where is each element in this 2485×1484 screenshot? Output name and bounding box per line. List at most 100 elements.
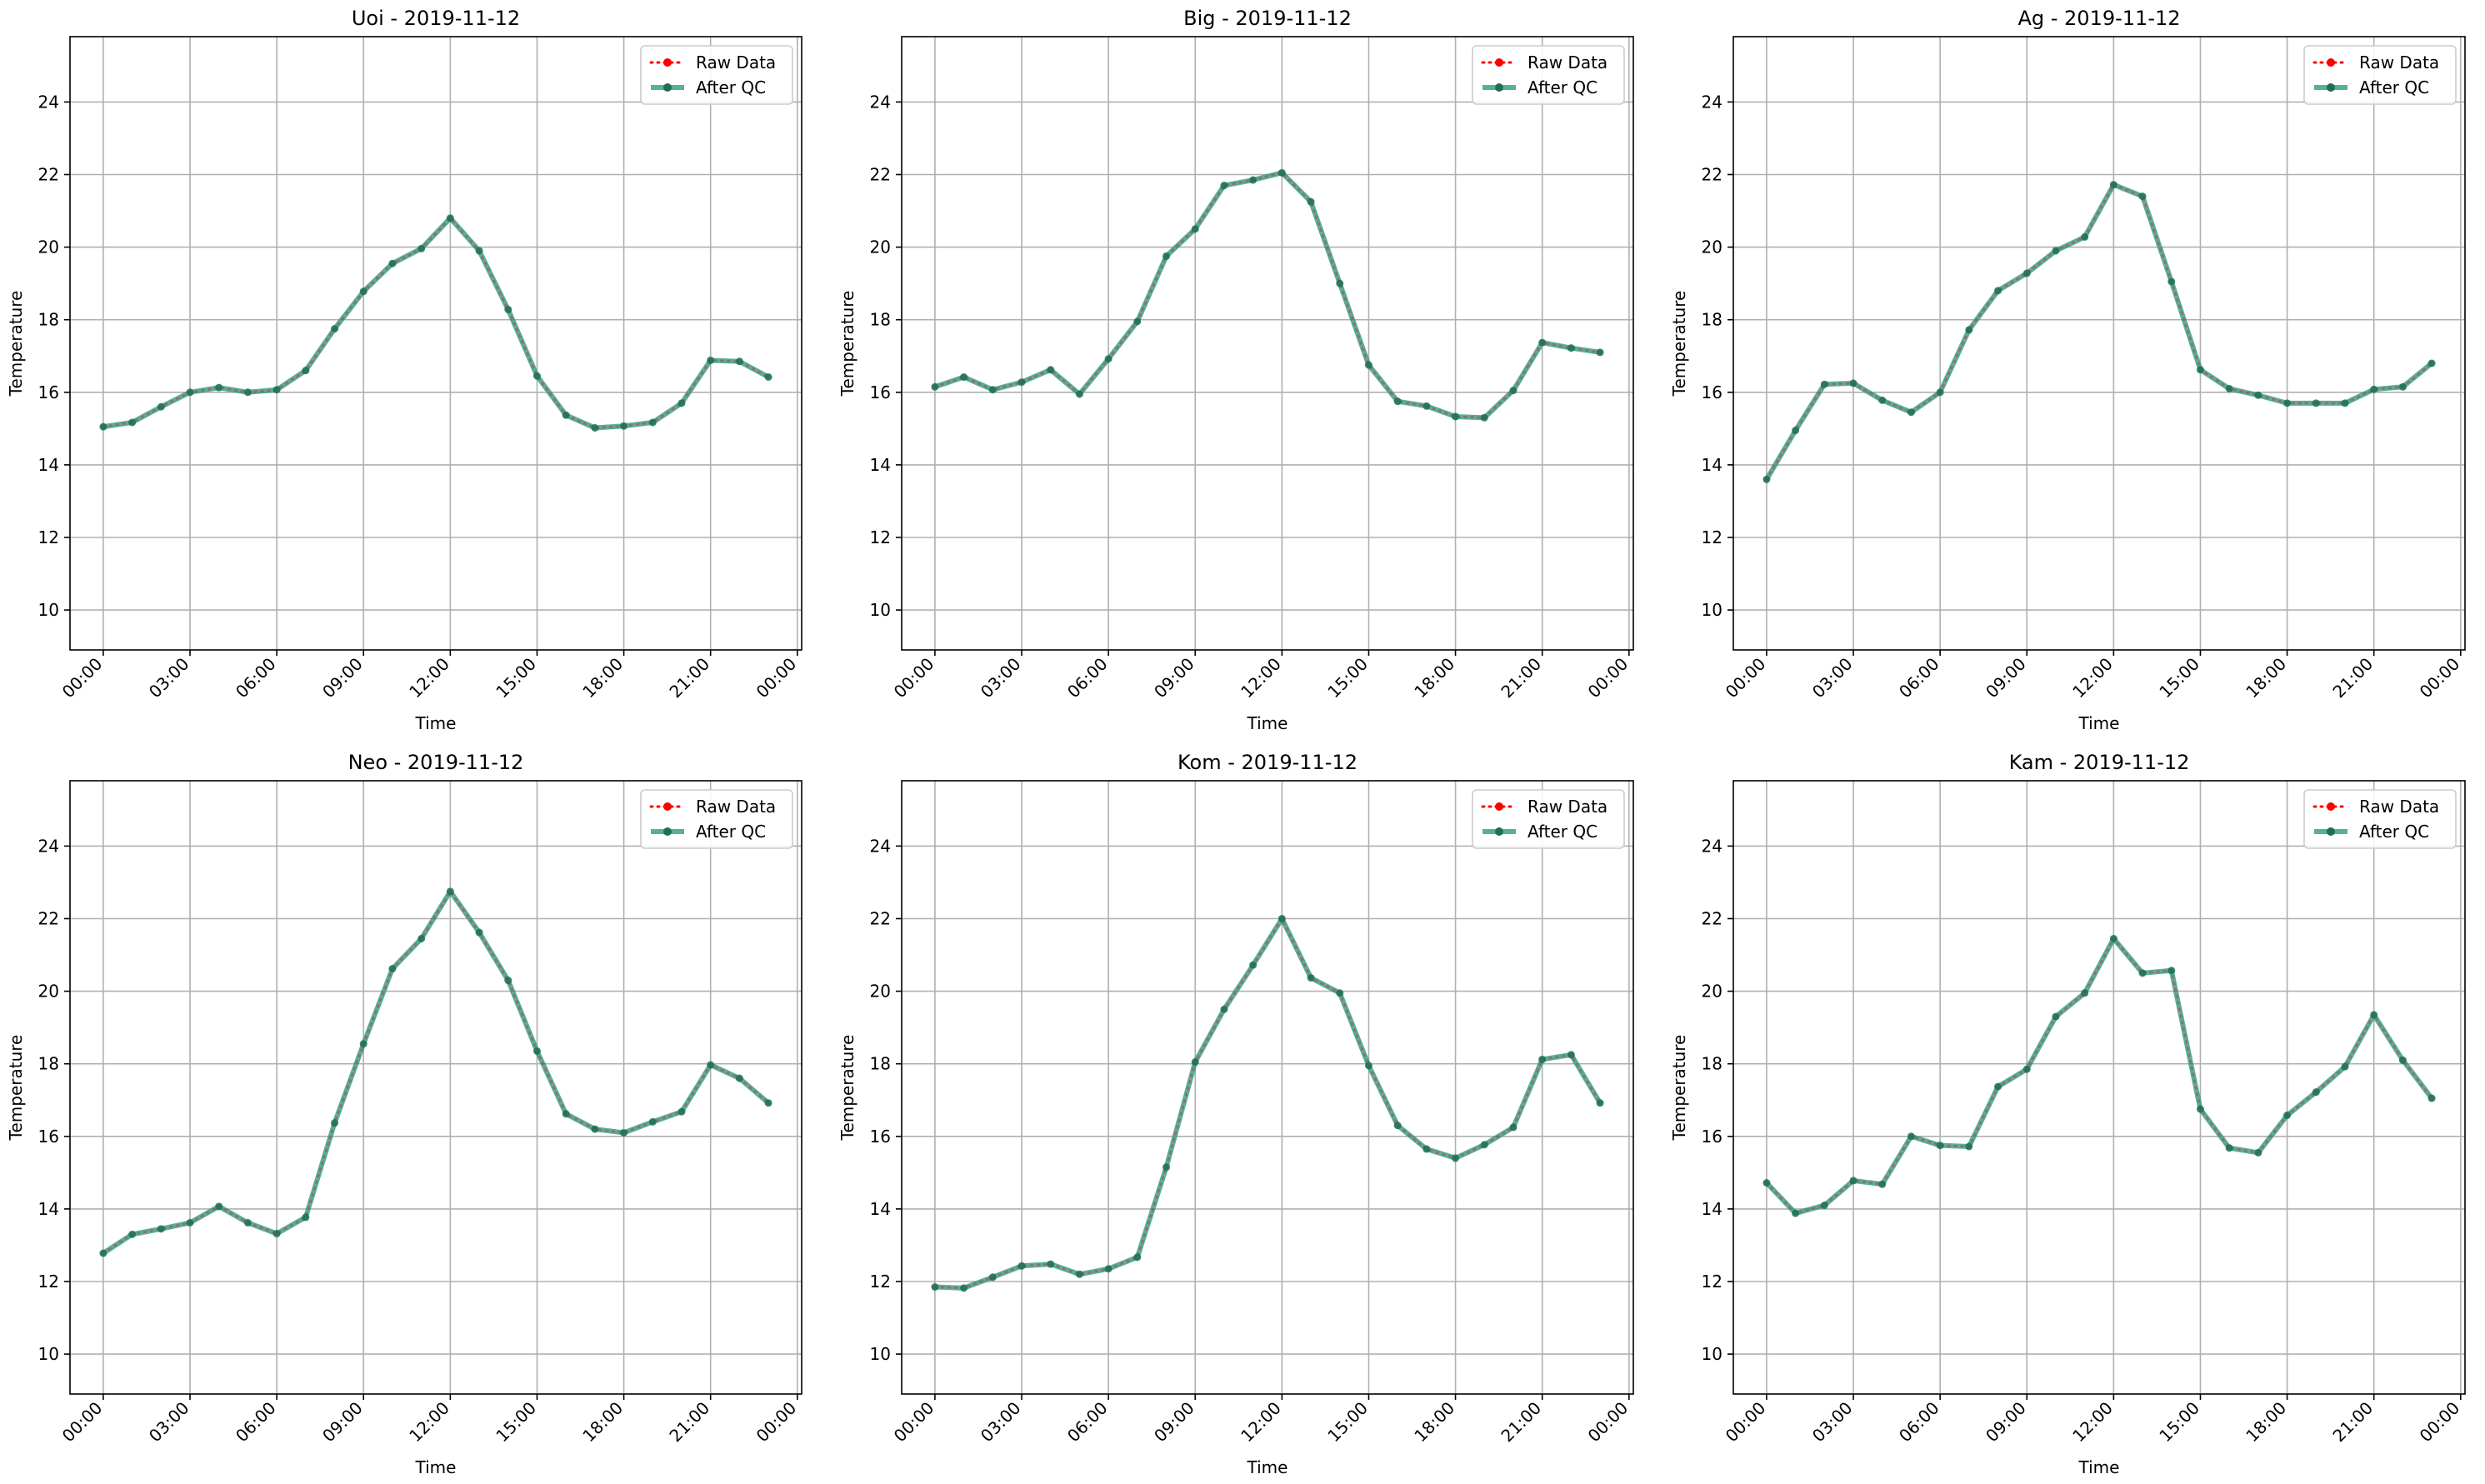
x-tick-label: 00:00 — [752, 654, 801, 702]
x-tick-label: 03:00 — [1808, 654, 1857, 702]
subplot-5: 10 12 14 16 18 20 22 24 00:00 03:00 06:00 09:00 12:0… — [838, 751, 1634, 1477]
x-tick-label: 09:00 — [1982, 654, 2030, 702]
x-tick-label: 03:00 — [977, 1398, 1025, 1447]
data-point — [707, 356, 715, 364]
data-point — [2312, 1088, 2320, 1097]
legend-label-raw-data: Raw Data — [1528, 52, 1608, 72]
legend-label-after-qc: After QC — [696, 822, 766, 842]
x-tick-label: 09:00 — [318, 654, 367, 702]
y-tick-label: 18 — [870, 310, 891, 330]
data-point — [157, 1225, 165, 1233]
x-tick-label: 09:00 — [1150, 654, 1198, 702]
x-axis-label: Time — [415, 1457, 457, 1477]
x-tick-label: 00:00 — [2416, 654, 2464, 702]
subplot-3: 10 12 14 16 18 20 22 24 00:00 03:00 06:00 09:00 12:0… — [1669, 7, 2466, 733]
x-tick-label: 21:00 — [2328, 1398, 2377, 1447]
data-point — [1336, 279, 1344, 287]
data-point — [2341, 1062, 2349, 1071]
data-point — [1047, 1260, 1055, 1268]
x-tick-label: 00:00 — [890, 654, 938, 702]
x-tick-label: 00:00 — [1584, 654, 1632, 702]
x-tick-label: 00:00 — [58, 1398, 107, 1447]
y-tick-label: 18 — [1702, 1054, 1722, 1074]
legend-marker-after-qc — [663, 83, 672, 92]
y-tick-label: 16 — [1702, 382, 1722, 402]
subplot-6: 10 12 14 16 18 20 22 24 00:00 03:00 06:00 09:00 12:0… — [1669, 751, 2466, 1477]
data-point — [532, 372, 541, 380]
series-line-raw-data — [1765, 936, 2433, 1215]
data-point — [1509, 387, 1518, 395]
y-tick-label: 10 — [38, 600, 59, 620]
legend-marker-after-qc — [1495, 827, 1503, 836]
y-tick-label: 20 — [870, 982, 891, 1002]
data-point — [1133, 317, 1142, 326]
series-line-after-qc — [932, 916, 1603, 1291]
data-point — [960, 373, 968, 382]
data-point — [1849, 1177, 1858, 1185]
data-point — [1249, 176, 1258, 184]
y-tick-label: 16 — [38, 1127, 59, 1147]
legend: Raw Data After QC — [640, 789, 793, 849]
data-point — [2109, 934, 2118, 942]
data-point — [591, 1125, 599, 1133]
x-tick-label: 03:00 — [977, 654, 1025, 702]
data-point — [331, 1119, 339, 1127]
x-tick-label: 21:00 — [2328, 654, 2377, 702]
y-axis-label: Temperature — [6, 291, 26, 397]
data-point — [1133, 1253, 1142, 1262]
data-point — [764, 373, 772, 382]
x-tick-label: 06:00 — [1895, 654, 1943, 702]
legend-marker-raw-data — [2327, 802, 2335, 811]
legend: Raw Data After QC — [2303, 45, 2457, 105]
data-point — [475, 247, 483, 255]
data-point — [272, 1230, 281, 1238]
data-point — [186, 388, 194, 397]
data-point — [2196, 1105, 2204, 1113]
data-point — [1820, 380, 1828, 388]
data-point — [2022, 269, 2031, 277]
legend-label-raw-data: Raw Data — [2359, 797, 2439, 817]
data-point — [1422, 402, 1431, 410]
y-tick-label: 10 — [1702, 1344, 1722, 1364]
data-point — [1936, 1142, 1944, 1150]
y-tick-label: 12 — [870, 527, 891, 547]
legend-label-raw-data: Raw Data — [696, 797, 776, 817]
data-point — [1307, 973, 1315, 982]
y-tick-label: 16 — [870, 382, 891, 402]
y-tick-label: 24 — [870, 92, 891, 112]
legend-marker-raw-data — [1495, 58, 1503, 67]
chart-title: Kam - 2019-11-12 — [2009, 751, 2190, 774]
data-point — [1249, 961, 1258, 969]
x-tick-label: 12:00 — [2068, 1398, 2117, 1447]
data-point — [1075, 390, 1083, 398]
data-point — [1878, 396, 1887, 404]
legend-label-after-qc: After QC — [2359, 822, 2429, 842]
data-point — [1538, 338, 1547, 347]
data-point — [1422, 1145, 1431, 1153]
subplot-1: 10 12 14 16 18 20 22 24 00:00 03:00 06:00 09:00 12:0… — [6, 7, 802, 733]
data-point — [504, 305, 512, 313]
data-point — [2138, 192, 2147, 201]
data-point — [215, 1202, 223, 1211]
data-point — [988, 1273, 997, 1282]
data-point — [1936, 388, 1944, 397]
data-point — [2081, 989, 2089, 997]
x-axis-label: Time — [1247, 1457, 1288, 1477]
x-tick-label: 06:00 — [232, 654, 280, 702]
legend-marker-raw-data — [2327, 58, 2335, 67]
x-axis-label: Time — [1247, 713, 1288, 733]
legend-marker-after-qc — [663, 827, 672, 836]
data-point — [648, 1117, 657, 1126]
data-point — [1965, 326, 1973, 334]
data-point — [735, 1074, 743, 1082]
y-tick-label: 14 — [870, 455, 891, 475]
data-point — [591, 423, 599, 432]
data-point — [1965, 1142, 1973, 1151]
y-tick-label: 14 — [38, 455, 59, 475]
data-point — [988, 386, 997, 394]
legend-marker-raw-data — [663, 802, 672, 811]
data-point — [446, 214, 454, 222]
x-tick-label: 12:00 — [2068, 654, 2117, 702]
data-point — [1278, 914, 1286, 922]
data-point — [960, 1284, 968, 1292]
